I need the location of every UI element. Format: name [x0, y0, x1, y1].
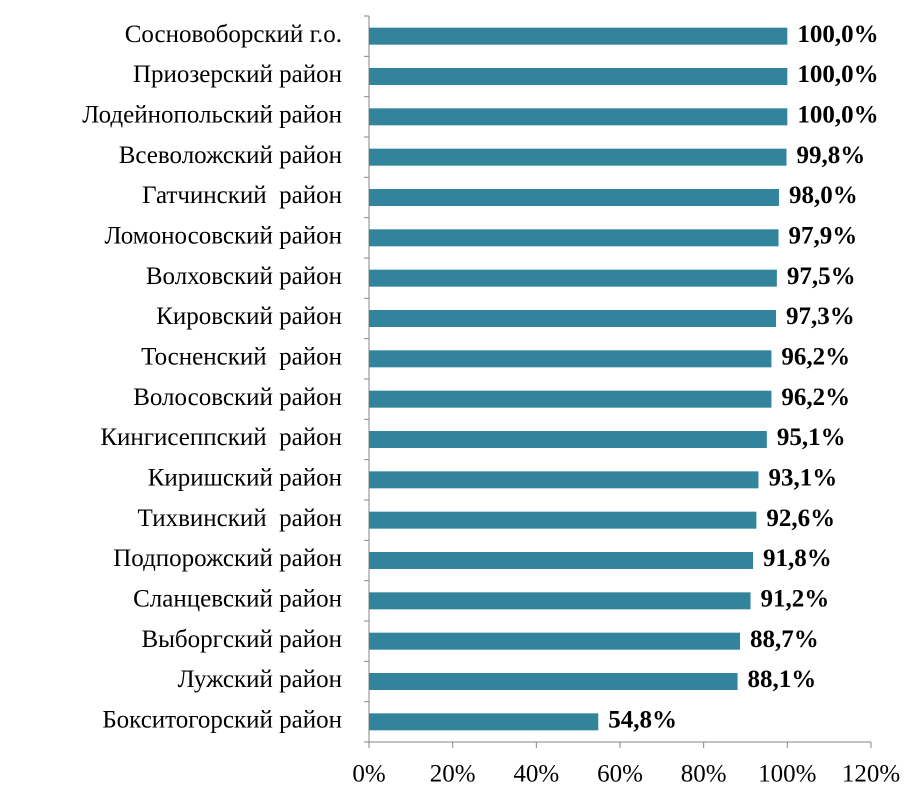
bar — [369, 68, 788, 85]
category-label: Сосновоборский г.о. — [125, 21, 342, 48]
value-label: 88,7% — [750, 626, 819, 653]
bar — [369, 713, 599, 731]
bar — [369, 148, 787, 166]
category-label: Сланцевский район — [133, 586, 342, 613]
bar — [369, 592, 751, 610]
bar — [369, 511, 757, 529]
category-label: Подпорожский район — [113, 545, 342, 572]
value-label: 99,8% — [796, 142, 865, 169]
bar — [369, 27, 788, 45]
x-tick-label: 100% — [758, 761, 816, 788]
value-label: 97,5% — [787, 263, 856, 290]
bar — [369, 632, 741, 650]
category-label: Кингисеппский район — [100, 424, 342, 451]
value-label: 98,0% — [789, 182, 858, 209]
bar — [369, 552, 754, 569]
category-label: Тосненский район — [141, 344, 342, 371]
bar — [369, 229, 779, 247]
category-label: Приозерский район — [133, 61, 342, 88]
value-label: 95,1% — [777, 424, 846, 451]
bar — [369, 350, 772, 368]
value-label: 97,9% — [789, 223, 858, 250]
value-label: 93,1% — [768, 465, 837, 492]
bar — [369, 431, 767, 448]
category-label: Лужский район — [178, 666, 342, 693]
value-label: 54,8% — [608, 707, 677, 734]
category-label: Ломоносовский район — [104, 223, 342, 250]
category-label: Выборгский район — [141, 626, 342, 653]
category-label: Тихвинский район — [138, 505, 342, 532]
category-label: Лодейнопольский район — [82, 102, 342, 129]
value-label: 92,6% — [766, 505, 835, 532]
category-label: Гатчинский район — [142, 182, 342, 209]
value-label: 100,0% — [797, 61, 878, 88]
bar — [369, 269, 777, 287]
value-label: 91,2% — [761, 586, 830, 613]
value-label: 91,8% — [763, 545, 832, 572]
value-label: 100,0% — [797, 21, 878, 48]
value-label: 100,0% — [797, 102, 878, 129]
x-tick-label: 20% — [430, 761, 476, 788]
value-label: 97,3% — [786, 303, 855, 330]
bar — [369, 471, 759, 489]
category-label: Кировский район — [156, 303, 342, 330]
value-label: 96,2% — [781, 344, 850, 371]
x-tick-label: 0% — [352, 761, 385, 788]
bar — [369, 673, 738, 690]
bar — [369, 189, 779, 206]
category-label: Киришский район — [148, 465, 342, 492]
x-tick-label: 80% — [681, 761, 727, 788]
category-label: Бокситогорский район — [102, 707, 342, 734]
x-tick-label: 120% — [842, 761, 900, 788]
bar — [369, 310, 777, 327]
category-label: Волховский район — [146, 263, 342, 290]
bar — [369, 390, 772, 408]
category-label: Волосовский район — [133, 384, 342, 411]
x-tick-label: 40% — [513, 761, 559, 788]
value-label: 96,2% — [781, 384, 850, 411]
value-label: 88,1% — [748, 666, 817, 693]
category-label: Всеволожский район — [119, 142, 342, 169]
x-tick-label: 60% — [597, 761, 643, 788]
bar — [369, 108, 788, 126]
